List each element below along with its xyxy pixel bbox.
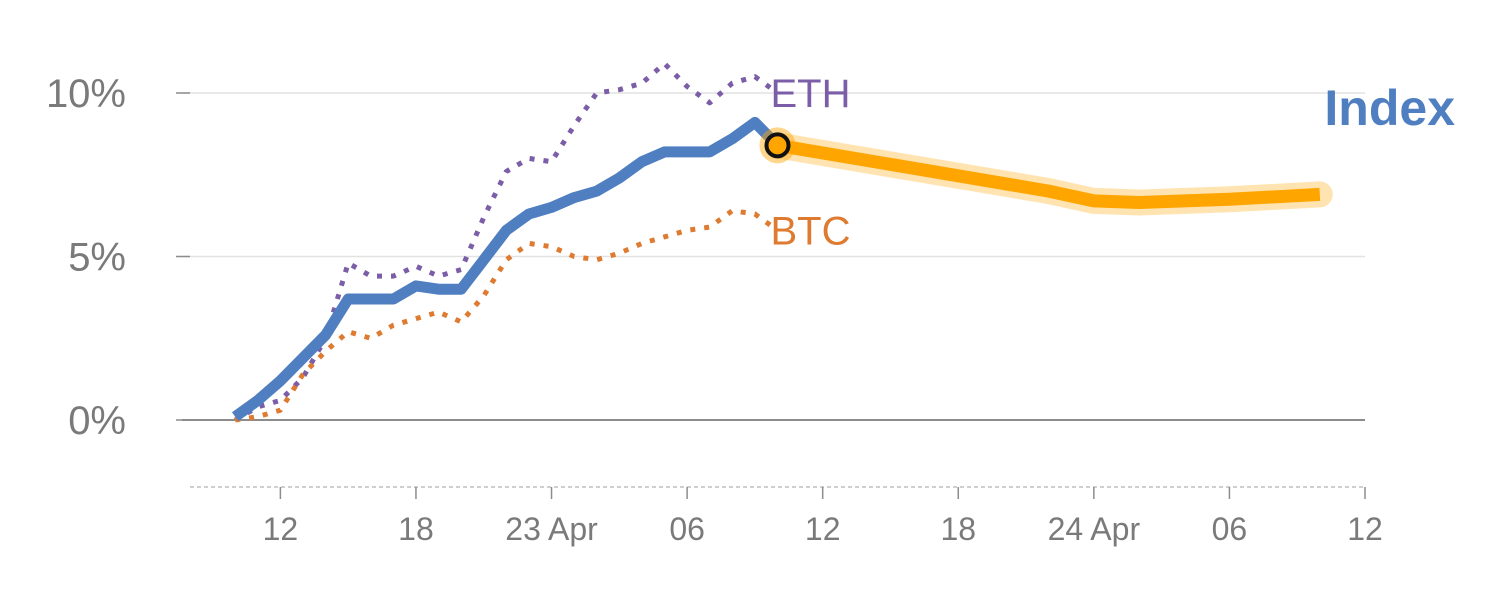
y-tick-label: 0%: [68, 399, 126, 443]
x-tick-label: 12: [263, 511, 299, 547]
x-tick-label: 23 Apr: [505, 511, 598, 547]
x-tick-label: 24 Apr: [1048, 511, 1141, 547]
y-tick-label: 5%: [68, 236, 126, 280]
btc-series-line: [234, 208, 779, 423]
x-tick-label: 18: [398, 511, 434, 547]
chart-title: Index: [1324, 80, 1455, 136]
series-layer: [231, 61, 1333, 423]
x-tick-label: 12: [805, 511, 841, 547]
highlight-point: [764, 132, 791, 159]
y-tick-label: 10%: [46, 72, 126, 116]
index-series-line: [231, 116, 782, 422]
eth-series-label: ETH: [771, 72, 851, 116]
x-tick-label: 06: [669, 511, 705, 547]
x-tick-label: 12: [1347, 511, 1383, 547]
label-layer: ETH BTC: [771, 72, 851, 253]
forecast-series-line: [776, 138, 1321, 209]
axis-layer: 0% 5% 10% 12 18 23 Apr 06 12 18 24 Apr 06 12: [46, 72, 1383, 547]
grid-layer: [182, 92, 1365, 421]
x-tick-label: 06: [1212, 511, 1248, 547]
x-tick-label: 18: [940, 511, 976, 547]
eth-series-line: [233, 61, 779, 423]
btc-series-label: BTC: [771, 209, 851, 253]
